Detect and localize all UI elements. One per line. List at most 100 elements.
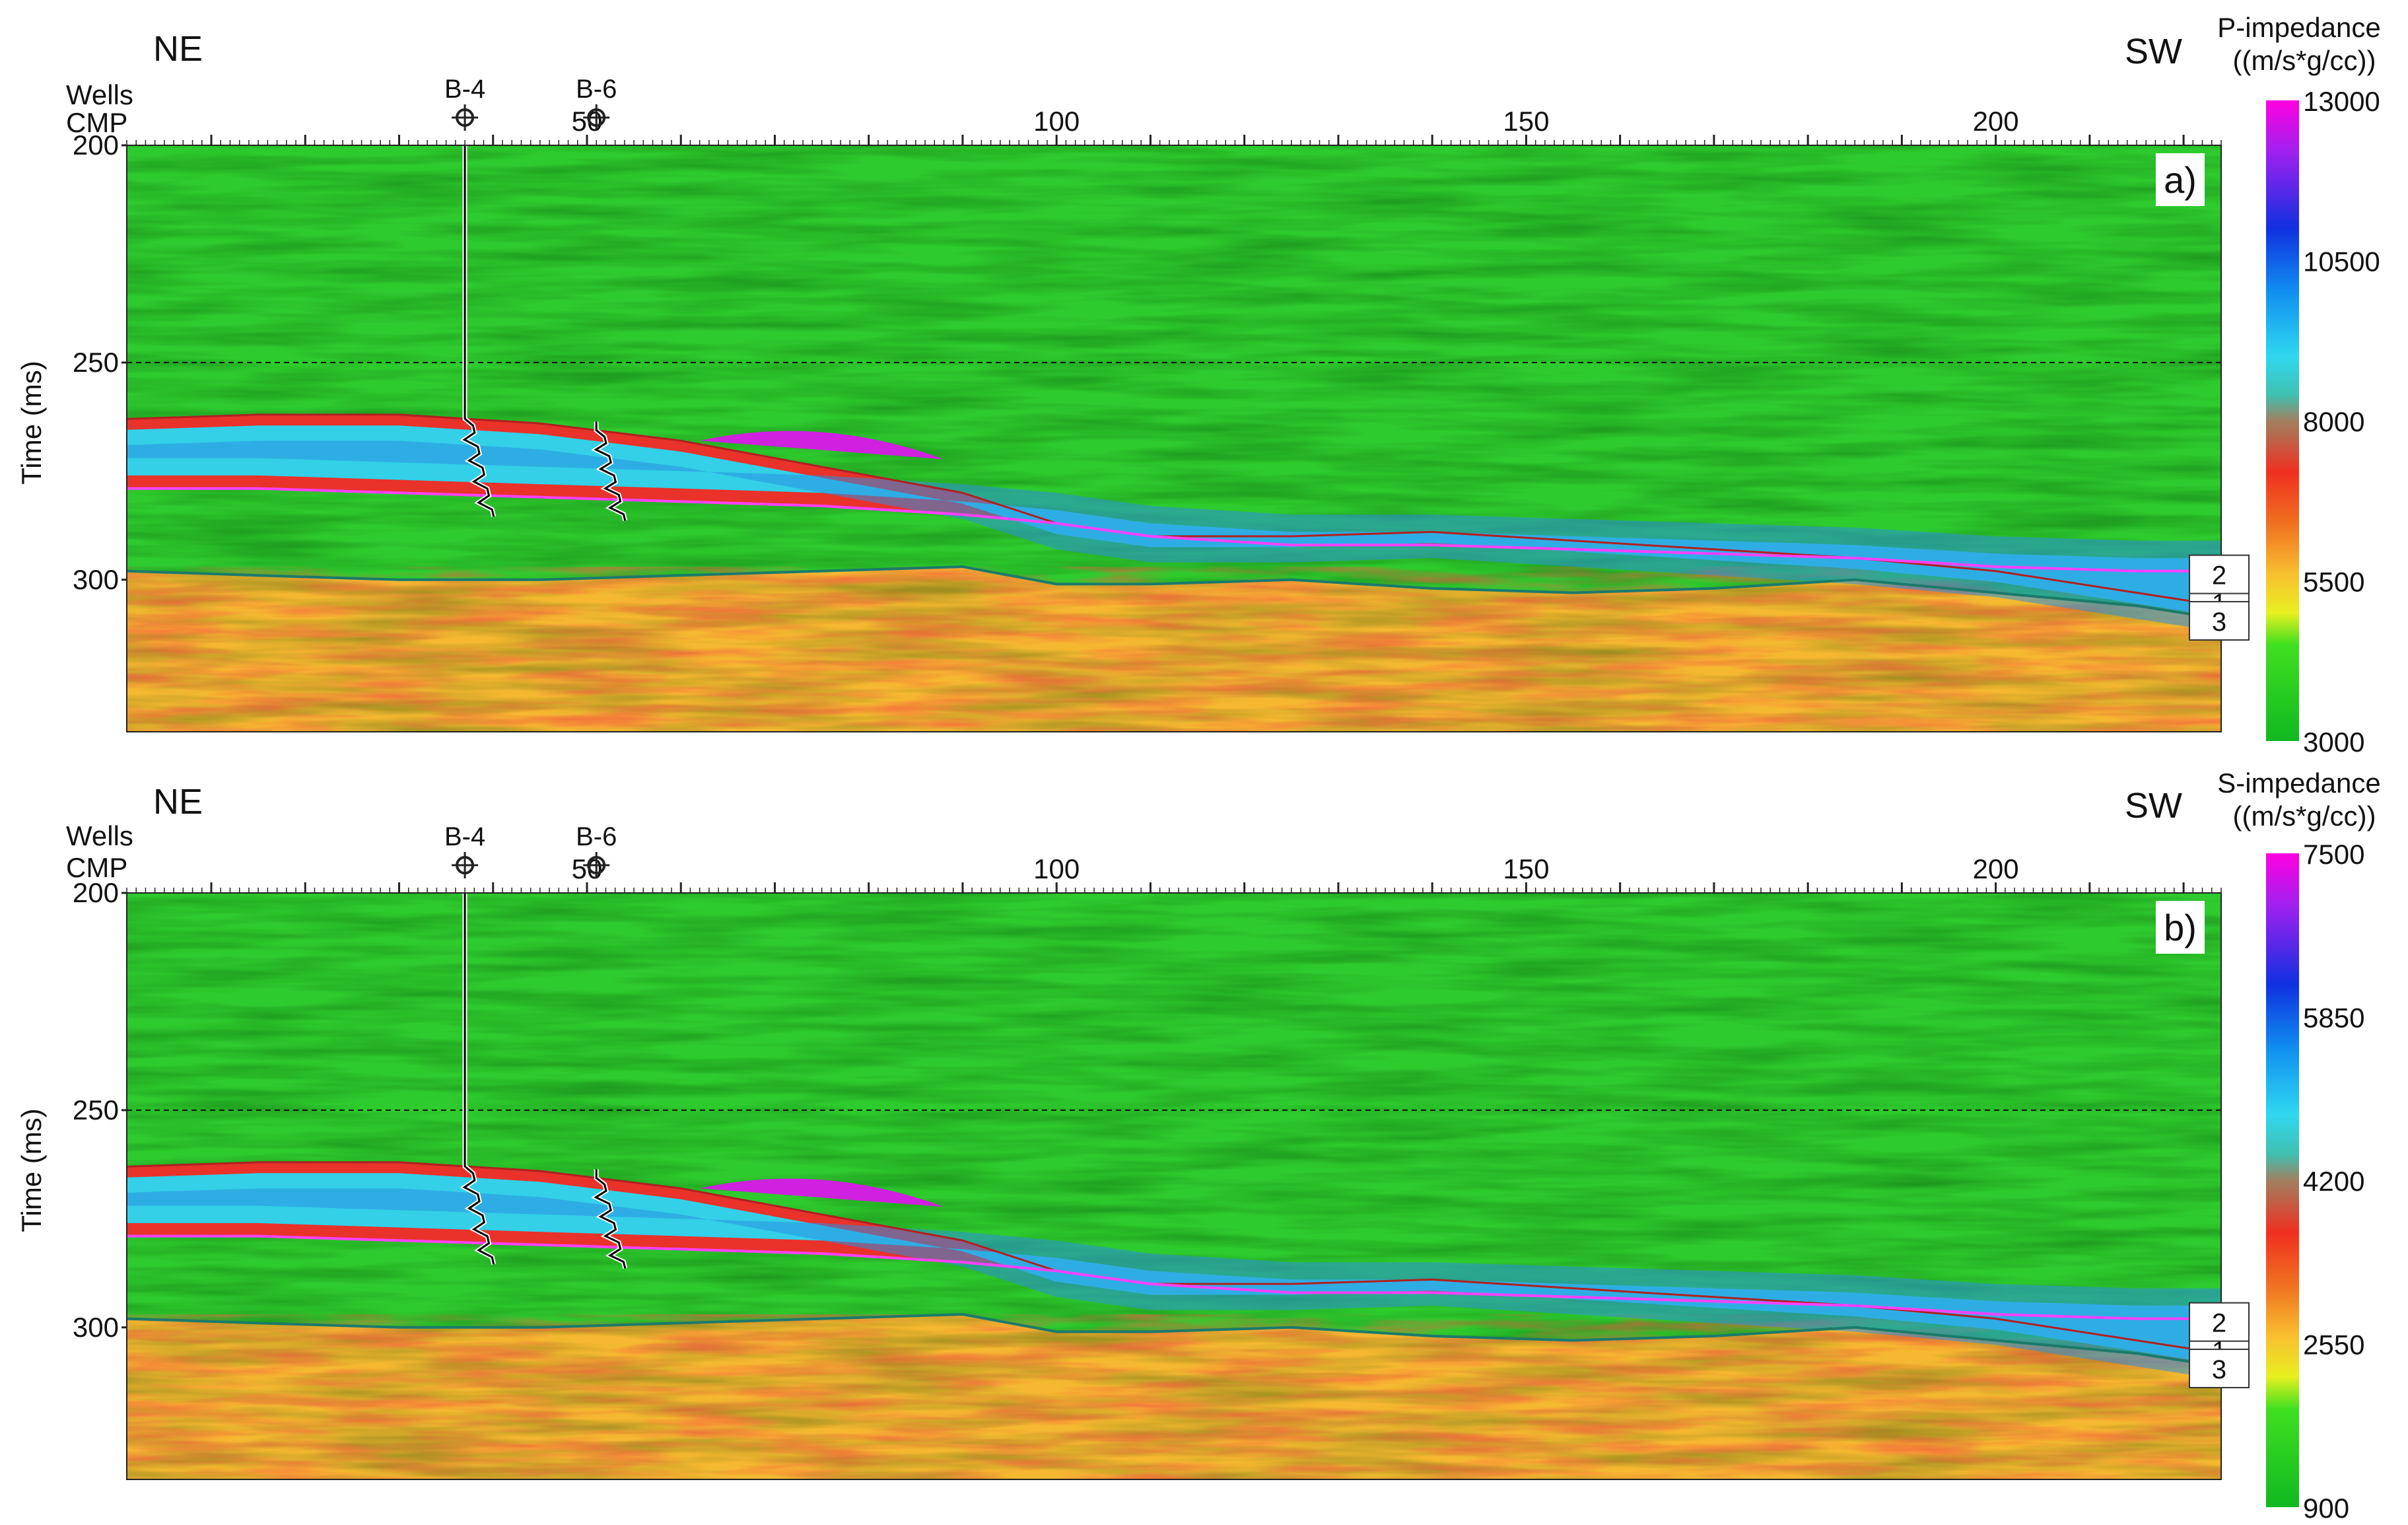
well-log-b-4 (462, 893, 495, 1265)
well-name-label: B-4 (444, 75, 485, 104)
cmp-row-label: CMP (66, 107, 127, 138)
panel-label-box: b) (2156, 901, 2205, 954)
colorbar-tick-label: 5500 (2303, 567, 2364, 598)
horizon-label-text: 3 (2212, 1355, 2226, 1384)
horizon-3-line (127, 1312, 2221, 1368)
colorbar-gradient (2266, 853, 2299, 1507)
well-name-label: B-6 (576, 75, 617, 104)
well-markers: B-4 B-6 (444, 75, 617, 131)
horizon-label-text: 2 (2212, 1309, 2226, 1338)
horizon-label-text: 3 (2212, 608, 2226, 637)
well-log-b-6 (594, 421, 627, 521)
cmp-tick-labels: 50 100 150 200 (572, 106, 2019, 137)
well-marker-b-4: B-4 (444, 75, 485, 131)
well-crosshair-icon (583, 104, 610, 131)
cmp-tick-label: 150 (1503, 853, 1549, 884)
well-crosshair-icon (452, 104, 479, 131)
horizon-label-3: 3 (2189, 1348, 2250, 1388)
colorbar-tick-label: 7500 (2303, 839, 2364, 870)
orange-texture (127, 567, 2221, 732)
time-tick-label: 300 (73, 564, 119, 595)
horizon-label-text: 2 (2212, 561, 2226, 590)
cmp-row-label: CMP (66, 852, 127, 883)
horizon-label-3: 3 (2189, 600, 2250, 641)
time-tick-label: 200 (73, 877, 119, 908)
panel-label-box: a) (2156, 153, 2205, 206)
time-tick-labels: 200 250 300 (73, 129, 127, 595)
time-tick-labels: 200 250 300 (73, 877, 127, 1343)
colorbar-title-line-1: S-impedance (2217, 767, 2380, 798)
horizon-3-line (127, 565, 2221, 620)
colorbar-tick-label: 4200 (2303, 1166, 2364, 1197)
panel-label: a) (2164, 159, 2197, 201)
well-crosshair-icon (583, 852, 610, 878)
y-axis-title: Time (ms) (16, 361, 47, 484)
horizon-label-box (2189, 600, 2250, 641)
sw-label: SW (2125, 786, 2182, 826)
horizon-label-box (2189, 1348, 2250, 1388)
colorbar-title-line-2: ((m/s*g/cc)) (2233, 800, 2376, 832)
cmp-tick-marks (126, 135, 2222, 145)
colorbar-tick-labels: 13000 10500 8000 5500 3000 (2303, 86, 2380, 758)
reservoir-magenta-lens (699, 1178, 944, 1207)
colorbar: S-impedance ((m/s*g/cc)) 7500 5850 4200 255… (2217, 767, 2380, 1524)
cmp-tick-marks (126, 882, 2222, 893)
well-log-curves (460, 145, 628, 522)
colorbar-title-line-2: ((m/s*g/cc)) (2233, 45, 2376, 76)
y-axis-title: Time (ms) (16, 1108, 47, 1232)
colorbar-gradient (2266, 100, 2299, 741)
well-log-b-4 (462, 145, 495, 517)
cmp-tick-label: 200 (1973, 106, 2019, 137)
reservoir-cyan-core (127, 425, 2221, 617)
well-marker-b-6: B-6 (576, 822, 617, 878)
cmp-tick-label: 200 (1973, 853, 2019, 884)
colorbar: P-impedance ((m/s*g/cc)) 13000 10500 8000 5… (2217, 12, 2380, 758)
colorbar-tick-label: 2550 (2303, 1330, 2364, 1361)
wells-row-label: Wells (66, 79, 133, 110)
time-tick-label: 250 (73, 347, 119, 378)
section-frame (126, 145, 2222, 732)
horizon-2-line (127, 1234, 2221, 1320)
well-crosshair-icon (452, 852, 479, 878)
well-marker-b-6: B-6 (576, 75, 617, 131)
horizon-label-2: 2 (2189, 554, 2250, 594)
colorbar-tick-labels: 7500 5850 4200 2550 900 (2303, 839, 2364, 1524)
horizon-label-2: 2 (2189, 1302, 2250, 1342)
well-name-label: B-4 (444, 822, 485, 851)
horizon-2-line (127, 487, 2221, 573)
well-log-curves (460, 893, 628, 1269)
colorbar-tick-label: 8000 (2303, 406, 2364, 437)
colorbar-tick-label: 900 (2303, 1493, 2349, 1524)
sw-label: SW (2125, 32, 2182, 71)
horizon-label-box (2189, 1302, 2250, 1342)
orange-texture (127, 1314, 2221, 1479)
cmp-tick-label: 150 (1503, 106, 1549, 137)
cmp-tick-label: 100 (1033, 853, 1080, 884)
horizon-labels: 123 (2189, 1302, 2250, 1388)
reservoir-magenta-lens (699, 431, 944, 460)
colorbar-title-line-1: P-impedance (2217, 12, 2380, 43)
ne-label: NE (153, 782, 203, 822)
reservoir-cyan-core (127, 1173, 2221, 1365)
wells-row-label: Wells (66, 820, 133, 851)
colorbar-tick-label: 13000 (2303, 86, 2380, 117)
section-frame (126, 892, 2222, 1480)
well-markers: B-4 B-6 (444, 822, 617, 878)
ne-label: NE (153, 29, 203, 69)
time-tick-label: 250 (73, 1094, 119, 1125)
colorbar-tick-label: 5850 (2303, 1003, 2364, 1034)
time-tick-label: 300 (73, 1312, 119, 1343)
colorbar-tick-label: 10500 (2303, 246, 2380, 277)
well-name-label: B-6 (576, 822, 617, 851)
well-marker-b-4: B-4 (444, 822, 485, 878)
cmp-tick-label: 100 (1033, 106, 1080, 137)
panel-label: b) (2164, 907, 2197, 948)
impedance-section-a (127, 145, 2221, 732)
horizon-label-box (2189, 554, 2250, 594)
cmp-tick-labels: 50 100 150 200 (572, 853, 2019, 884)
horizon-labels: 123 (2189, 554, 2250, 641)
colorbar-tick-label: 3000 (2303, 727, 2364, 758)
